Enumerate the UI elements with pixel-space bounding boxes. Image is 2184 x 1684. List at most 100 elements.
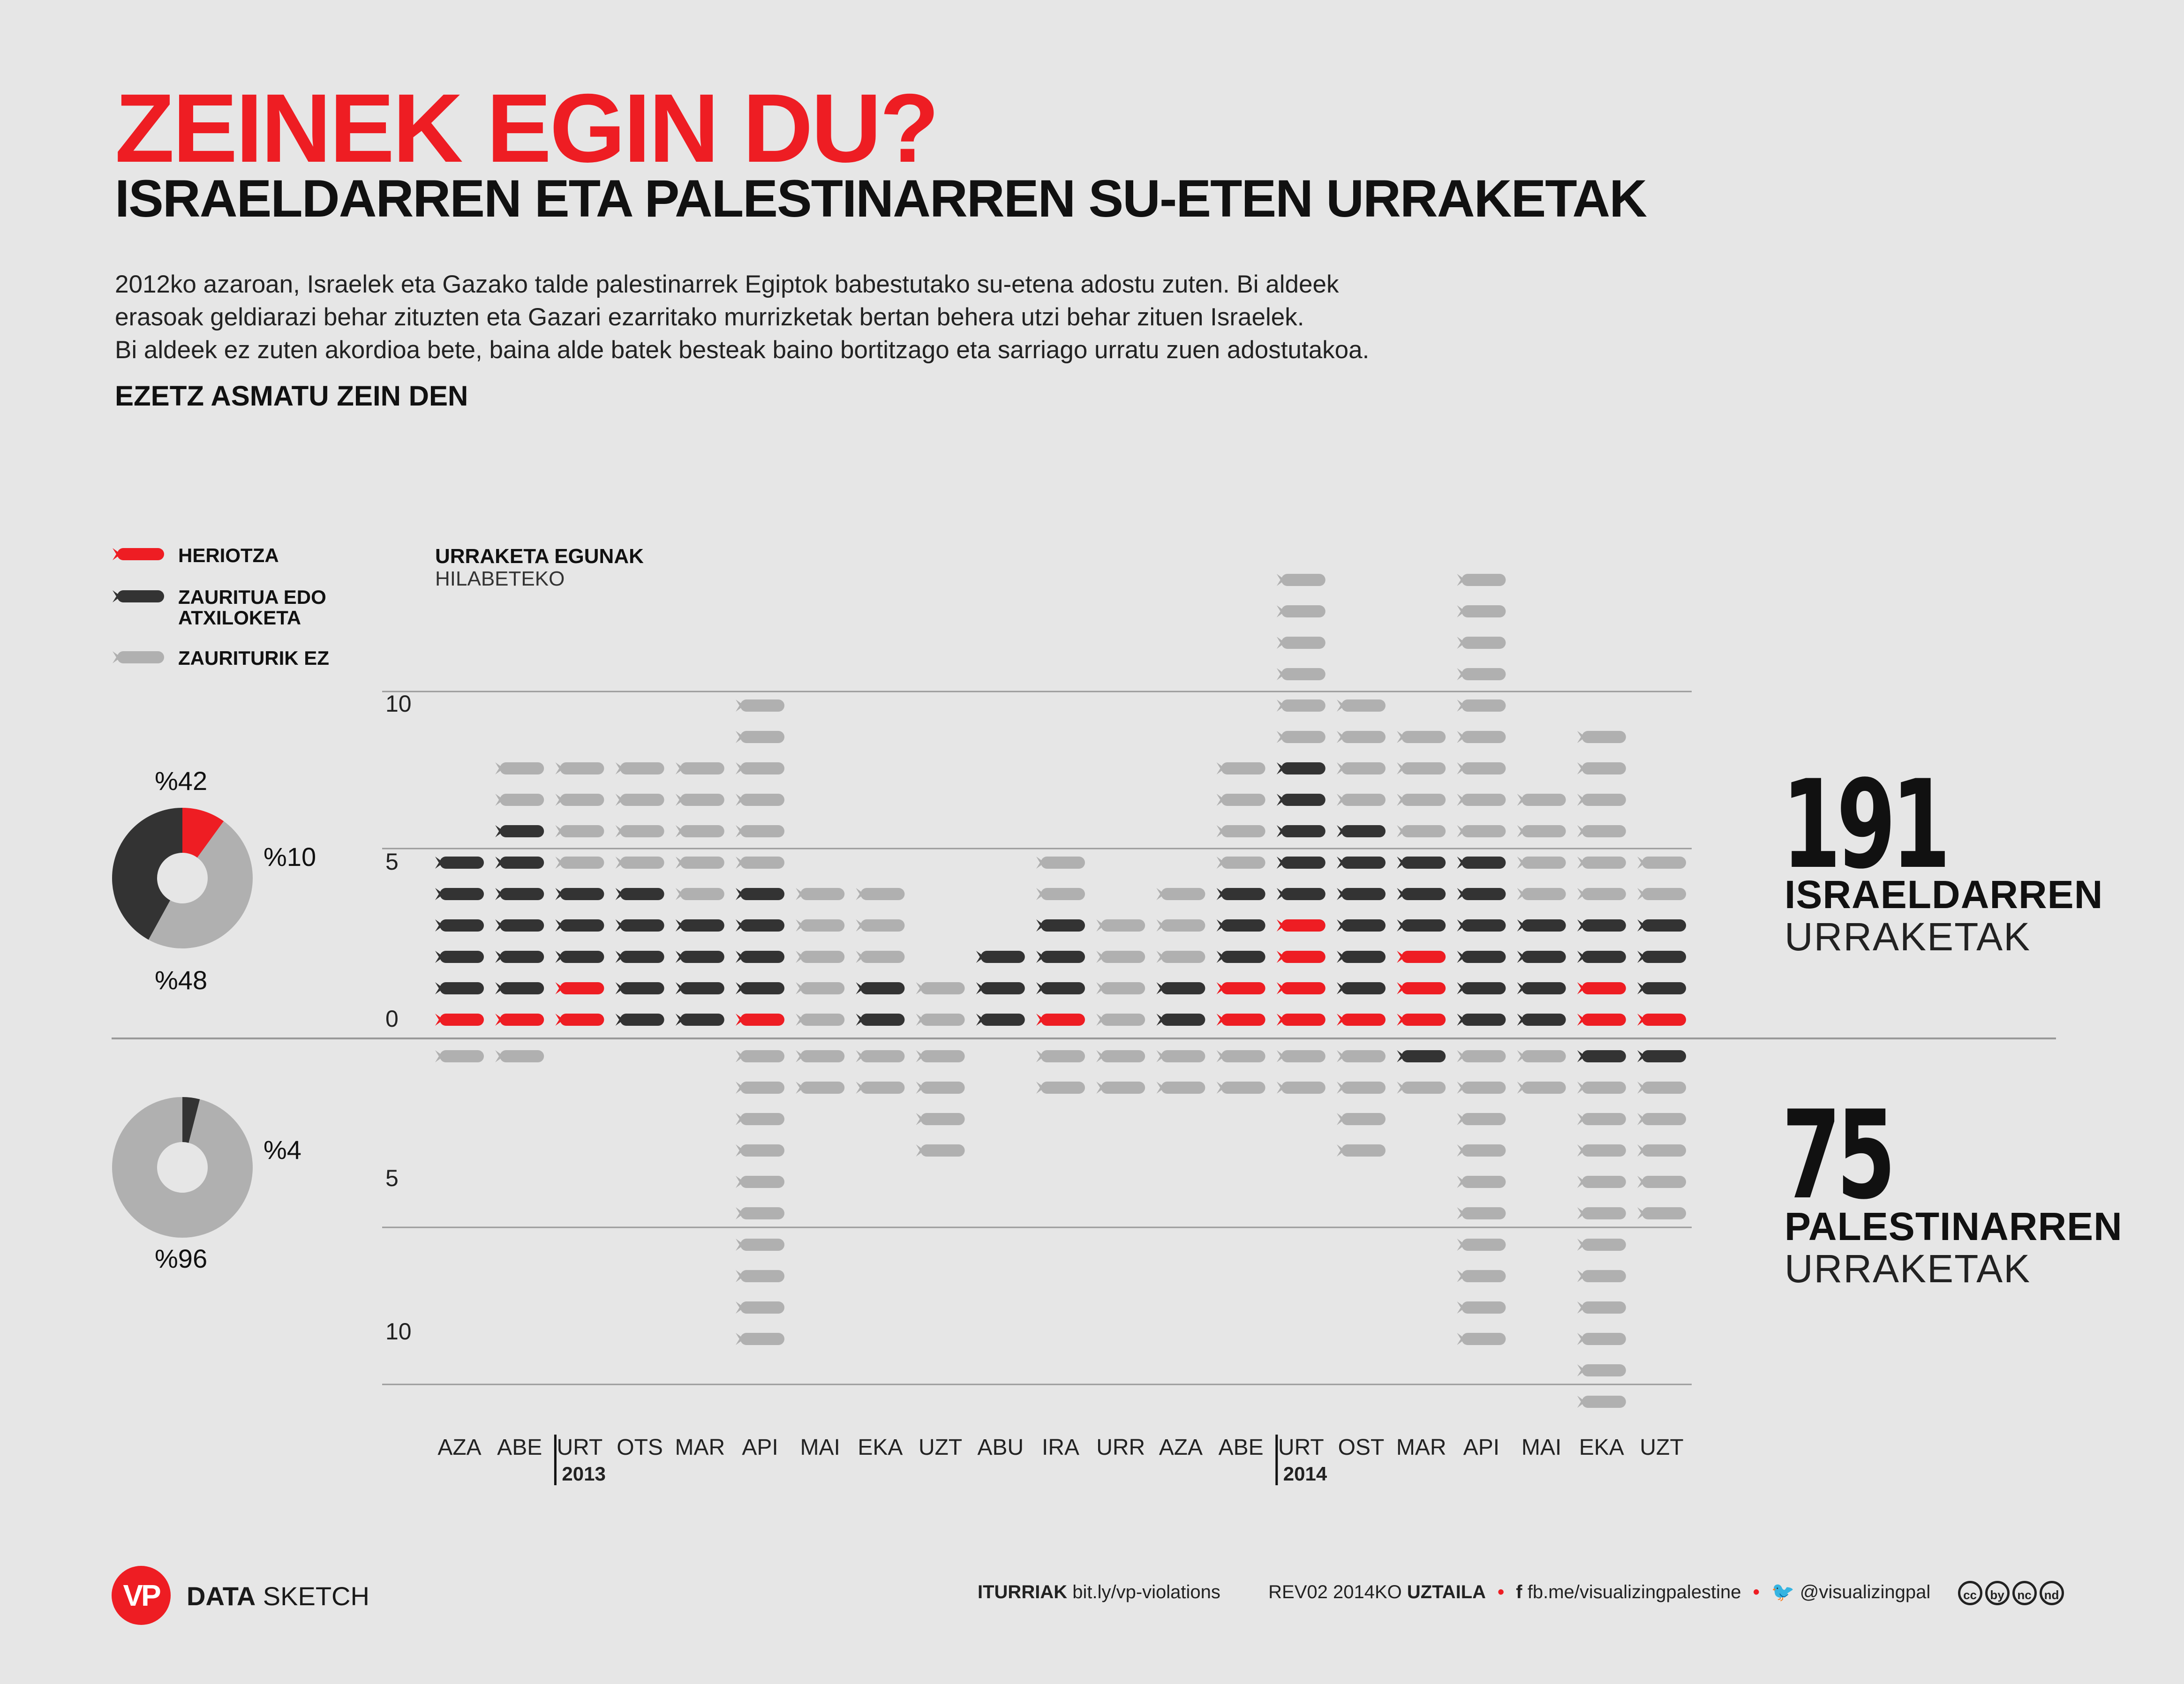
x-tick-label: MAI bbox=[1521, 1435, 1561, 1460]
pie-label-injured: %4 bbox=[264, 1135, 301, 1165]
israeli-violation-injured bbox=[1337, 825, 1386, 837]
israeli-violation-none bbox=[675, 857, 724, 869]
twitter-link[interactable]: @visualizingpal bbox=[1800, 1582, 1931, 1602]
year-label: 2014 bbox=[1283, 1463, 1327, 1485]
israeli-violation-injured bbox=[555, 888, 604, 900]
israeli-violation-none bbox=[1216, 794, 1265, 806]
y-tick-label: 5 bbox=[385, 1165, 399, 1191]
x-tick-label: ABE bbox=[497, 1435, 542, 1460]
israeli-violation-injured bbox=[495, 982, 544, 994]
x-tick-label: MAI bbox=[800, 1435, 840, 1460]
y-tick-label: 10 bbox=[385, 691, 412, 717]
palestinian-violation-none bbox=[1637, 1113, 1686, 1125]
x-tick-label: URT bbox=[557, 1435, 603, 1460]
palestinian-violation-none bbox=[736, 1113, 784, 1125]
israeli-violation-none bbox=[1216, 825, 1265, 837]
israeli-violation-injured bbox=[1457, 857, 1506, 869]
israeli-violation-injured bbox=[1156, 1014, 1205, 1026]
israeli-violation-death bbox=[1577, 982, 1626, 994]
israeli-violation-none bbox=[1276, 605, 1325, 617]
year-label: 2013 bbox=[562, 1463, 605, 1485]
israeli-violation-injured bbox=[495, 857, 544, 869]
cc-license-icon[interactable]: cc bbox=[1958, 1581, 1982, 1606]
palestinian-violation-none bbox=[1337, 1144, 1386, 1157]
palestinian-violation-none bbox=[796, 1050, 845, 1062]
israeli-violation-none bbox=[1337, 699, 1386, 712]
israeli-violation-injured bbox=[615, 919, 664, 932]
palestinian-violation-none bbox=[1577, 1082, 1626, 1094]
israeli-violation-none bbox=[1156, 888, 1205, 900]
palestinian-violation-none bbox=[1457, 1333, 1506, 1345]
israeli-violation-none bbox=[1517, 857, 1566, 869]
israeli-violation-none bbox=[1577, 794, 1626, 806]
israeli-violation-injured bbox=[856, 1014, 905, 1026]
israeli-violation-none bbox=[1457, 762, 1506, 774]
israeli-violation-injured bbox=[1457, 888, 1506, 900]
x-tick-label: OST bbox=[1338, 1435, 1385, 1460]
vp-logo[interactable]: VP bbox=[112, 1566, 171, 1625]
sources-label: ITURRIAK bbox=[978, 1582, 1068, 1602]
israeli-violation-none bbox=[856, 951, 905, 963]
palestinian-violation-none bbox=[916, 1144, 965, 1157]
israeli-violation-none bbox=[555, 857, 604, 869]
israeli-violation-injured bbox=[976, 1014, 1025, 1026]
palestinian-violation-none bbox=[1577, 1333, 1626, 1345]
israeli-violation-injured bbox=[1517, 982, 1566, 994]
palestinian-violation-injured bbox=[1577, 1050, 1626, 1062]
israeli-violation-injured bbox=[1036, 951, 1085, 963]
israeli-violation-none bbox=[1457, 605, 1506, 617]
palestinian-violation-none bbox=[1457, 1301, 1506, 1314]
israeli-violation-none bbox=[1337, 794, 1386, 806]
palestinian-violation-none bbox=[856, 1050, 905, 1062]
legend-none-icon bbox=[113, 651, 164, 663]
israeli-violation-injured bbox=[675, 919, 724, 932]
israeli-violation-injured bbox=[1637, 919, 1686, 932]
sources-link[interactable]: bit.ly/vp-violations bbox=[1072, 1582, 1220, 1602]
palestinian-violation-none bbox=[916, 1113, 965, 1125]
facebook-link[interactable]: fb.me/visualizingpalestine bbox=[1527, 1582, 1741, 1602]
facebook-icon[interactable]: f bbox=[1516, 1582, 1522, 1602]
palestinian-violation-none bbox=[1577, 1396, 1626, 1408]
palestinian-violation-none bbox=[1457, 1239, 1506, 1251]
palestinian-violation-none bbox=[435, 1050, 484, 1062]
palestinian-pie-injured-slice bbox=[182, 1097, 200, 1143]
x-tick-label: AZA bbox=[437, 1435, 481, 1460]
israeli-violation-none bbox=[615, 762, 664, 774]
palestinian-violation-none bbox=[1577, 1364, 1626, 1376]
palestinian-violation-none bbox=[1036, 1082, 1085, 1094]
israeli-violation-injured bbox=[1397, 857, 1446, 869]
twitter-icon[interactable]: 🐦 bbox=[1771, 1582, 1795, 1602]
chart-subtitle: HILABETEKO bbox=[435, 567, 565, 590]
israeli-violation-none bbox=[1637, 888, 1686, 900]
palestinian-violation-none bbox=[1276, 1050, 1325, 1062]
israeli-violation-injured bbox=[495, 951, 544, 963]
nc-license-icon[interactable]: nc bbox=[2012, 1581, 2037, 1606]
palestinian-violation-none bbox=[1096, 1050, 1145, 1062]
palestinian-violation-none bbox=[1216, 1050, 1265, 1062]
israeli-violation-injured bbox=[736, 951, 784, 963]
israeli-violation-none bbox=[1517, 888, 1566, 900]
by-license-icon[interactable]: by bbox=[1985, 1581, 2010, 1606]
palestinian-violation-none bbox=[1637, 1207, 1686, 1219]
y-tick-label: 0 bbox=[385, 1006, 399, 1032]
israeli-violation-injured bbox=[736, 982, 784, 994]
palestinian-violation-none bbox=[736, 1050, 784, 1062]
palestinian-violation-none bbox=[1457, 1113, 1506, 1125]
israeli-violation-death bbox=[1036, 1014, 1085, 1026]
palestinian-violation-none bbox=[1337, 1113, 1386, 1125]
israeli-violation-injured bbox=[435, 888, 484, 900]
pie-label-none: %96 bbox=[155, 1244, 208, 1273]
palestinian-violation-none bbox=[1337, 1050, 1386, 1062]
israeli-violation-none bbox=[1276, 668, 1325, 680]
israeli-violation-none bbox=[1517, 825, 1566, 837]
israeli-violation-death bbox=[1637, 1014, 1686, 1026]
x-tick-label: AZA bbox=[1159, 1435, 1203, 1460]
israeli-violation-none bbox=[615, 857, 664, 869]
nd-license-icon[interactable]: nd bbox=[2039, 1581, 2064, 1606]
israeli-violation-none bbox=[796, 951, 845, 963]
israeli-violation-none bbox=[1337, 731, 1386, 743]
palestinian-violation-none bbox=[1577, 1176, 1626, 1188]
israeli-violation-none bbox=[1577, 857, 1626, 869]
israeli-violation-none bbox=[555, 825, 604, 837]
